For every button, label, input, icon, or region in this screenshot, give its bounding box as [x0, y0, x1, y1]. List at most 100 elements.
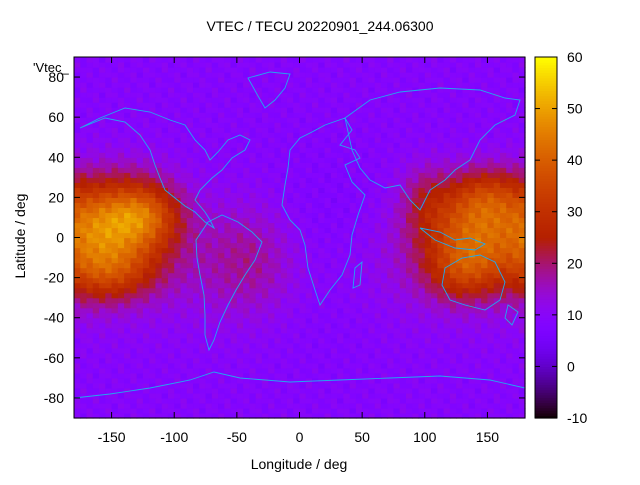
- heatmap-cell: [393, 152, 401, 158]
- heatmap-cell: [180, 297, 188, 304]
- heatmap-cell: [374, 287, 382, 294]
- heatmap-cell: [193, 382, 200, 389]
- heatmap-cell: [387, 152, 395, 158]
- heatmap-cell: [318, 407, 326, 414]
- heatmap-cell: [161, 382, 169, 389]
- heatmap-cell: [111, 287, 119, 294]
- heatmap-cell: [136, 282, 144, 289]
- heatmap-cell: [136, 342, 144, 349]
- heatmap-cell: [431, 307, 438, 314]
- heatmap-cell: [86, 367, 94, 374]
- heatmap-cell: [437, 322, 445, 329]
- heatmap-cell: [512, 332, 520, 339]
- heatmap-cell: [343, 312, 351, 319]
- heatmap-cell: [161, 342, 169, 349]
- heatmap-cell: [318, 107, 326, 113]
- heatmap-cell: [293, 342, 301, 349]
- heatmap-cell: [167, 87, 175, 93]
- heatmap-cell: [518, 342, 526, 349]
- heatmap-cell: [255, 307, 263, 314]
- heatmap-cell: [105, 87, 113, 93]
- heatmap-cell: [462, 87, 470, 93]
- heatmap-cell: [299, 97, 307, 103]
- heatmap-cell: [218, 222, 225, 229]
- heatmap-cell: [518, 347, 526, 354]
- heatmap-cell: [330, 132, 338, 138]
- heatmap-cell: [443, 177, 451, 183]
- heatmap-cell: [499, 107, 507, 113]
- heatmap-cell: [124, 377, 131, 384]
- heatmap-cell: [337, 312, 344, 319]
- heatmap-cell: [324, 407, 332, 414]
- heatmap-cell: [330, 337, 338, 344]
- heatmap-cell: [199, 362, 207, 369]
- heatmap-cell: [393, 382, 401, 389]
- heatmap-cell: [399, 167, 407, 173]
- heatmap-cell: [443, 222, 451, 229]
- heatmap-cell: [387, 242, 395, 249]
- heatmap-cell: [218, 107, 225, 113]
- heatmap-cell: [124, 177, 131, 183]
- heatmap-cell: [130, 152, 138, 158]
- heatmap-cell: [431, 237, 438, 244]
- heatmap-cell: [330, 347, 338, 354]
- heatmap-cell: [487, 322, 495, 329]
- heatmap-cell: [261, 292, 269, 299]
- heatmap-cell: [393, 72, 401, 78]
- heatmap-cell: [418, 127, 426, 133]
- heatmap-cell: [99, 72, 106, 78]
- heatmap-cell: [506, 357, 514, 364]
- heatmap-cell: [499, 377, 507, 384]
- heatmap-cell: [130, 232, 138, 239]
- heatmap-cell: [261, 282, 269, 289]
- heatmap-cell: [512, 217, 520, 224]
- heatmap-cell: [362, 322, 369, 329]
- heatmap-cell: [305, 322, 313, 329]
- heatmap-cell: [142, 132, 150, 138]
- heatmap-cell: [481, 307, 489, 314]
- heatmap-cell: [449, 202, 457, 209]
- heatmap-cell: [211, 157, 219, 163]
- heatmap-cell: [418, 327, 426, 334]
- heatmap-cell: [380, 107, 388, 113]
- heatmap-cell: [293, 317, 301, 324]
- heatmap-cell: [349, 312, 357, 319]
- heatmap-cell: [487, 182, 495, 188]
- heatmap-cell: [186, 122, 194, 128]
- heatmap-cell: [74, 407, 81, 414]
- heatmap-cell: [142, 252, 150, 259]
- heatmap-cell: [499, 317, 507, 324]
- heatmap-cell: [355, 372, 363, 379]
- heatmap-cell: [167, 132, 175, 138]
- heatmap-cell: [324, 217, 332, 224]
- heatmap-cell: [506, 77, 514, 83]
- heatmap-cell: [167, 102, 175, 108]
- heatmap-cell: [337, 302, 344, 309]
- heatmap-cell: [468, 397, 476, 404]
- heatmap-cell: [205, 197, 213, 203]
- heatmap-cell: [462, 112, 470, 118]
- heatmap-cell: [86, 352, 94, 359]
- heatmap-cell: [136, 337, 144, 344]
- heatmap-cell: [193, 367, 200, 374]
- heatmap-cell: [136, 257, 144, 264]
- heatmap-cell: [374, 272, 382, 279]
- heatmap-cell: [280, 367, 288, 374]
- heatmap-cell: [199, 337, 207, 344]
- heatmap-cell: [274, 212, 282, 219]
- heatmap-cell: [117, 262, 125, 269]
- heatmap-cell: [193, 322, 200, 329]
- heatmap-cell: [218, 252, 225, 259]
- heatmap-cell: [211, 317, 219, 324]
- heatmap-cell: [255, 347, 263, 354]
- heatmap-cell: [443, 122, 451, 128]
- heatmap-cell: [224, 407, 232, 414]
- heatmap-cell: [161, 182, 169, 188]
- heatmap-cell: [286, 157, 294, 163]
- heatmap-cell: [418, 137, 426, 143]
- heatmap-cell: [142, 287, 150, 294]
- heatmap-cell: [286, 152, 294, 158]
- heatmap-cell: [368, 297, 376, 304]
- heatmap-cell: [380, 332, 388, 339]
- heatmap-cell: [99, 172, 106, 178]
